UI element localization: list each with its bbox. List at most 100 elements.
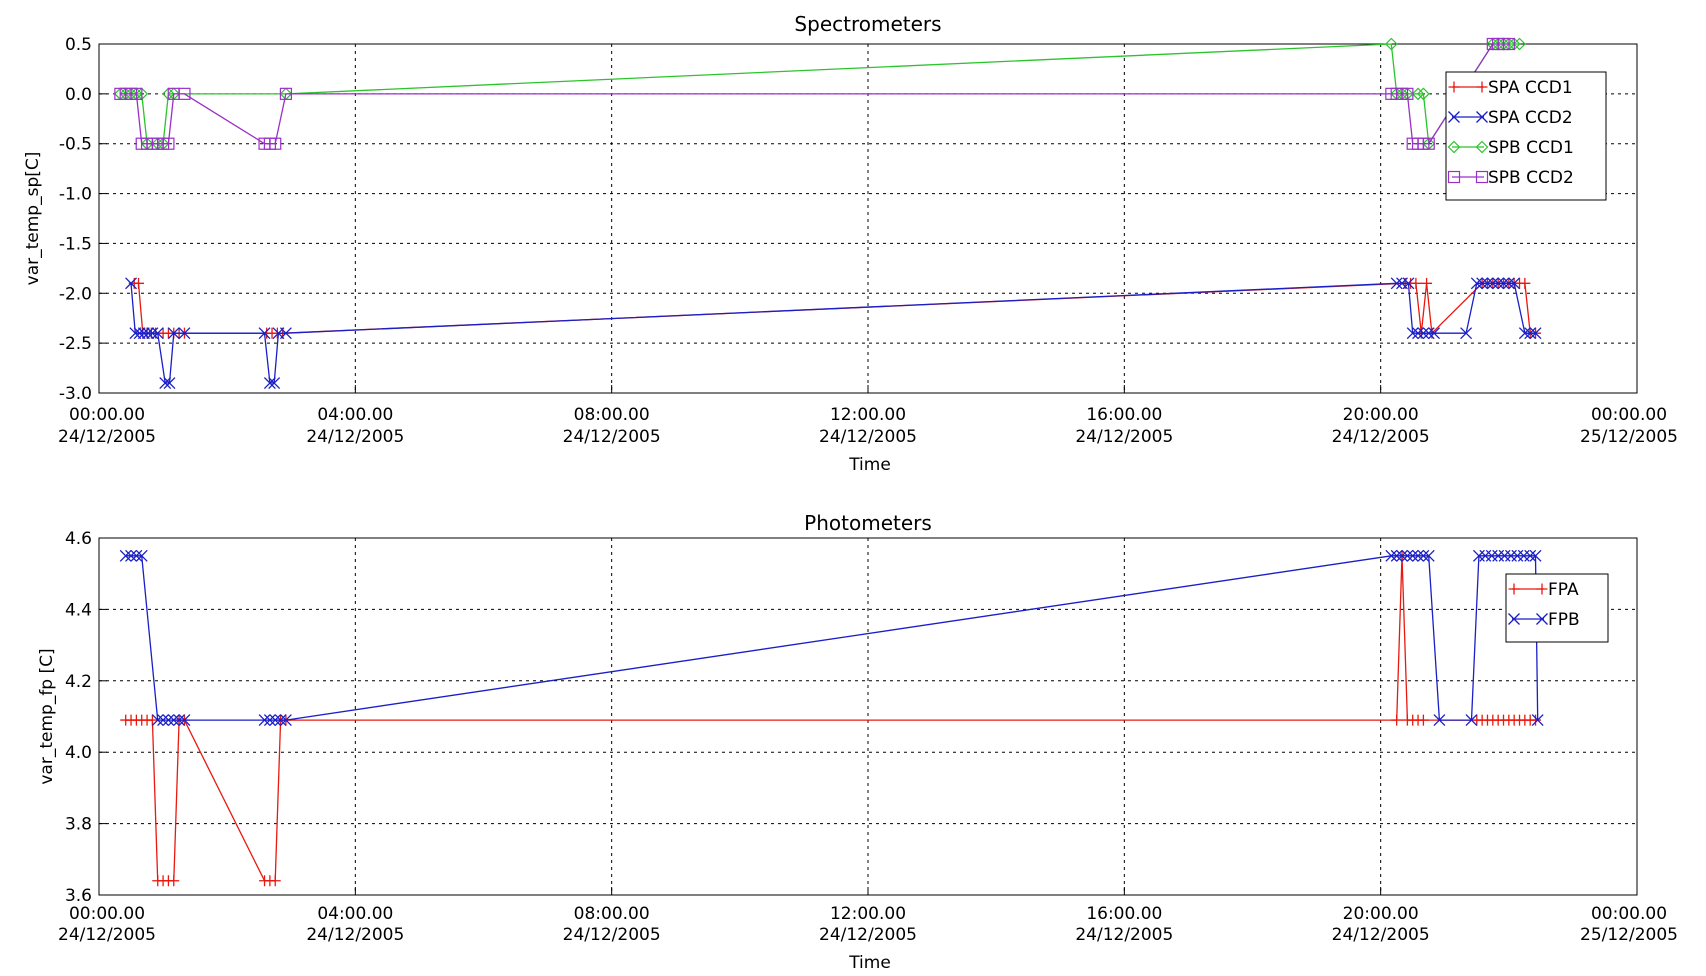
data-point-spa-ccd2: [1412, 327, 1425, 340]
data-point-spa-ccd2: [1486, 277, 1499, 290]
data-point-fpa: [1391, 714, 1403, 726]
data-point-spb-ccd1: [1417, 87, 1430, 101]
data-point-fpb: [1433, 714, 1446, 727]
data-point-fpb: [119, 549, 132, 562]
x-tick-label-date: 24/12/2005: [1075, 925, 1173, 945]
data-point-spa-ccd2: [167, 327, 180, 340]
data-point-spa-ccd2: [1390, 277, 1403, 290]
data-point-fpb: [1498, 549, 1511, 562]
series-line-spb-ccd2: [120, 43, 1509, 145]
data-point-fpb: [269, 714, 282, 727]
legend-marker-spa-ccd1: [1476, 81, 1488, 93]
tick-layer: 4.64.44.24.03.83.600:00.0024/12/200504:0…: [58, 529, 1678, 945]
data-point-fpb: [167, 714, 180, 727]
legend-marker-spb-ccd1: [1447, 140, 1461, 154]
x-tick-label-date: 24/12/2005: [306, 427, 404, 447]
legend-label-spb-ccd2: SPB CCD2: [1488, 168, 1574, 188]
y-tick-label: 4.6: [65, 529, 92, 549]
data-point-spa-ccd2: [137, 327, 150, 340]
legend-label-spb-ccd1: SPB CCD1: [1488, 138, 1574, 158]
data-point-spa-ccd2: [1417, 327, 1430, 340]
x-tick-label-time: 08:00.00: [574, 904, 650, 924]
x-tick-label-time: 20:00.00: [1343, 405, 1419, 425]
x-tick-label-date: 24/12/2005: [563, 427, 661, 447]
data-point-fpa: [1417, 714, 1429, 726]
data-point-fpb: [1492, 549, 1505, 562]
data-point-fpb: [279, 714, 292, 727]
panel-photometers: Photometers Time var_temp_fp [C] 4.6 4.4 4…: [37, 511, 1678, 973]
data-point-spa-ccd2: [129, 327, 142, 340]
y-tick-label: -2.0: [59, 284, 92, 304]
x-tick-label-date: 24/12/2005: [819, 925, 917, 945]
x-tick-label-time: 04:00.00: [317, 904, 393, 924]
data-point-spa-ccd2: [1524, 327, 1537, 340]
y-tick-label: 4.0: [65, 743, 92, 763]
data-point-fpb: [1417, 549, 1430, 562]
y-tick-label: 3.6: [65, 886, 92, 906]
data-point-spb-ccd2: [1502, 37, 1515, 51]
x-tick-label-time: 20:00.00: [1343, 904, 1419, 924]
data-point-fpb: [1385, 549, 1398, 562]
legend-marker-spa-ccd1: [1448, 81, 1460, 93]
data-point-spa-ccd2: [1492, 277, 1505, 290]
data-point-spa-ccd2: [1497, 277, 1510, 290]
data-point-spb-ccd2: [178, 87, 191, 100]
x-tick-label-time: 08:00.00: [574, 405, 650, 425]
y-axis-label: var_temp_fp [C]: [37, 648, 57, 784]
data-point-fpb: [1485, 549, 1498, 562]
data-point-spa-ccd1: [1421, 277, 1433, 289]
series-layer: [114, 37, 1542, 389]
x-tick-label-date: 24/12/2005: [563, 925, 661, 945]
data-point-spa-ccd1: [1519, 277, 1531, 289]
data-point-spa-ccd1: [133, 277, 145, 289]
data-point-fpb: [1505, 549, 1517, 562]
y-tick-label: 0.0: [65, 85, 92, 105]
legend-label-fpa: FPA: [1548, 580, 1579, 600]
data-point-spa-ccd2: [1508, 277, 1521, 290]
x-tick-label-date: 25/12/2005: [1580, 427, 1678, 447]
data-point-spb-ccd2: [269, 137, 282, 150]
data-point-spa-ccd2: [1476, 277, 1489, 290]
data-point-fpb: [1401, 549, 1414, 562]
data-point-spa-ccd2: [1481, 277, 1494, 290]
legend-marker-spb-ccd2: [1475, 170, 1489, 184]
data-point-spa-ccd2: [279, 327, 292, 340]
data-point-fpb: [162, 714, 175, 727]
data-point-fpb: [1390, 549, 1403, 562]
y-tick-label: -1.0: [59, 185, 92, 205]
legend-label-fpb: FPB: [1548, 610, 1580, 630]
data-point-spa-ccd2: [1406, 327, 1419, 340]
data-point-spa-ccd2: [178, 327, 191, 340]
data-point-fpb: [1422, 549, 1435, 562]
legend-label-spa-ccd1: SPA CCD1: [1488, 78, 1573, 98]
legend: SPA CCD1 SPA CCD2 SPB CCD1 SPB CCD2: [1445, 71, 1607, 201]
data-point-spa-ccd2: [1422, 327, 1435, 340]
data-point-fpb: [135, 549, 148, 562]
x-tick-label-time: 00:00.00: [69, 405, 145, 425]
data-point-spa-ccd2: [1402, 277, 1415, 290]
x-tick-label-time: 12:00.00: [830, 405, 906, 425]
panel-spectrometers: Spectrometers Time var_temp_sp[C] 0.5 0.0…: [23, 12, 1678, 475]
data-point-spa-ccd2: [163, 377, 176, 389]
x-tick-label-time: 16:00.00: [1086, 904, 1162, 924]
data-point-spa-ccd1: [1410, 277, 1422, 289]
legend-marker-spa-ccd2: [1448, 111, 1460, 123]
x-tick-label-time: 00:00.00: [69, 904, 145, 924]
legend-marker-fpb: [1536, 613, 1548, 625]
data-point-spa-ccd2: [159, 377, 172, 389]
data-point-fpa: [269, 875, 281, 887]
data-point-spb-ccd1: [1411, 87, 1425, 101]
data-point-spb-ccd2: [1401, 87, 1414, 100]
legend-box: [1505, 573, 1609, 643]
data-point-spa-ccd2: [263, 377, 276, 389]
y-tick-label: -1.5: [59, 234, 92, 254]
tick-layer: 0.50.0-0.5-1.0-1.5-2.0-2.5-3.000:00.0024…: [58, 35, 1678, 447]
data-point-fpb: [1531, 714, 1544, 727]
series-line-spa-ccd2: [130, 282, 1536, 384]
data-point-spa-ccd2: [146, 327, 159, 340]
x-axis-label: Time: [848, 953, 891, 973]
data-point-spa-ccd2: [1502, 277, 1515, 290]
legend-marker-fpa: [1508, 583, 1520, 595]
data-point-fpb: [1524, 549, 1537, 562]
